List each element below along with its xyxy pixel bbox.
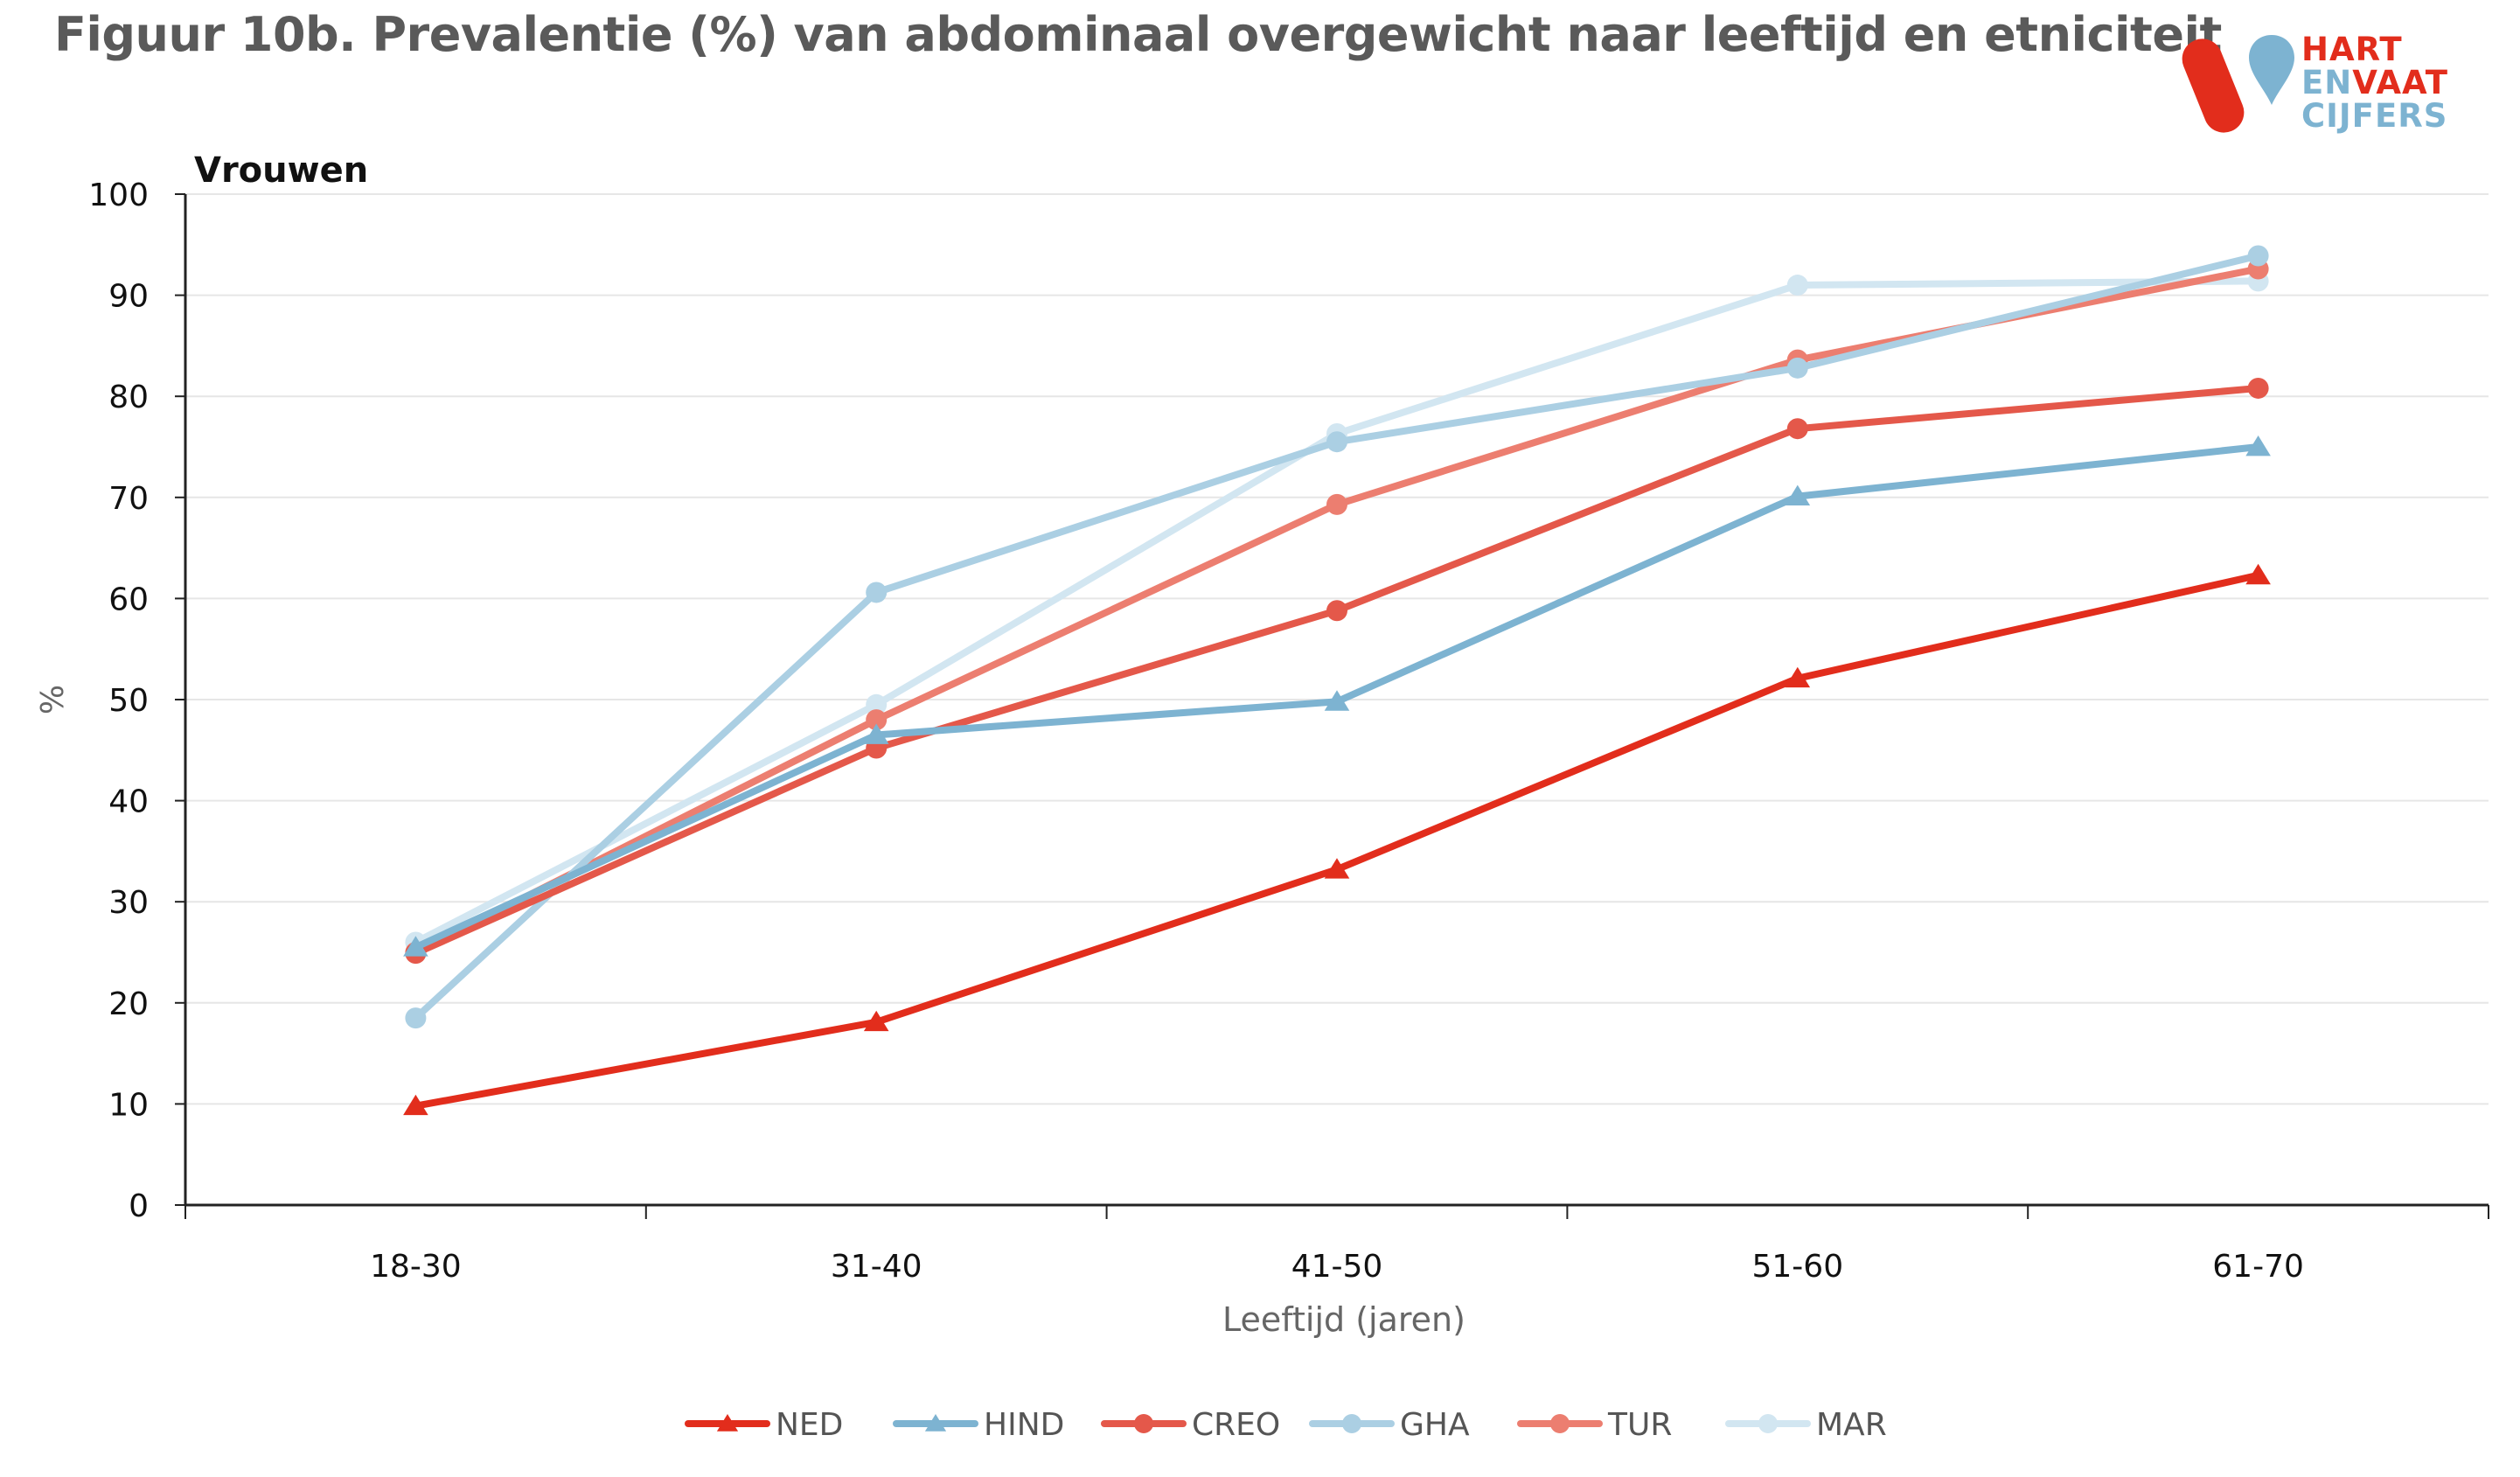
point-gha-61-70	[2247, 245, 2269, 267]
legend-item-hind: HIND	[893, 1407, 1064, 1443]
point-ned-51-60	[1785, 666, 1811, 688]
chart-title: Figuur 10b. Prevalentie (%) van abdomina…	[54, 7, 2222, 62]
point-hind-41-50	[1324, 690, 1350, 711]
point-gha-18-30	[405, 1007, 427, 1029]
chart-subtitle: Vrouwen	[194, 150, 368, 191]
grid-lines	[185, 193, 2489, 1105]
y-tick-label-100: 100	[88, 178, 149, 213]
legend-marker-mar	[1758, 1414, 1778, 1433]
point-tur-41-50	[1326, 493, 1347, 515]
series-line-ned	[412, 571, 2262, 1110]
point-tur-31-40	[866, 709, 888, 731]
point-gha-31-40	[866, 582, 888, 603]
logo-line-1: HART	[2301, 31, 2403, 68]
point-ned-18-30	[403, 1094, 428, 1116]
legend-marker-ned	[716, 1414, 739, 1432]
legend-item-creo: CREO	[1101, 1407, 1280, 1443]
logo-line-2a: EN	[2301, 64, 2353, 101]
point-ned-61-70	[2245, 563, 2271, 585]
x-axis-label: Leeftijd (jaren)	[1222, 1300, 1465, 1339]
logo-text: HART ENVAAT CIJFERS	[2301, 33, 2448, 133]
logo-icon	[2182, 35, 2294, 133]
x-tick-label-18-30: 18-30	[370, 1249, 462, 1285]
legend-item-gha: GHA	[1309, 1407, 1470, 1443]
y-tick-label-90: 90	[108, 279, 149, 315]
y-tick-label-0: 0	[129, 1188, 149, 1224]
legend-marker-creo	[1134, 1414, 1153, 1433]
y-tick-label-10: 10	[108, 1087, 149, 1123]
legend-label-mar: MAR	[1816, 1407, 1887, 1443]
legend-label-gha: GHA	[1400, 1407, 1470, 1443]
x-tick-label-31-40: 31-40	[831, 1249, 922, 1285]
legend: NED HIND CREO GHA TUR MAR	[685, 1407, 1887, 1443]
y-tick-label-50: 50	[108, 683, 149, 719]
y-axis-label: %	[35, 685, 71, 714]
series-group	[403, 245, 2271, 1116]
y-tick-label-60: 60	[108, 582, 149, 617]
point-creo-41-50	[1326, 600, 1347, 622]
x-tick-label-41-50: 41-50	[1291, 1249, 1383, 1285]
point-creo-51-60	[1786, 418, 1808, 440]
y-tick-label-20: 20	[108, 986, 149, 1022]
y-tick-label-30: 30	[108, 885, 149, 921]
x-tick-label-61-70: 61-70	[2212, 1249, 2304, 1285]
point-creo-61-70	[2247, 377, 2269, 399]
point-mar-51-60	[1786, 275, 1808, 296]
point-hind-61-70	[2245, 435, 2271, 456]
logo-line-2b: VAAT	[2352, 64, 2449, 101]
axes: 0 10 20 30 40 50 60 70 80 90 100 18-30 31-40 41-50 51-…	[88, 178, 2489, 1285]
series-hind	[403, 435, 2271, 957]
x-tick-label-51-60: 51-60	[1751, 1249, 1843, 1285]
point-ned-41-50	[1324, 858, 1350, 879]
logo-line-3: CIJFERS	[2301, 97, 2448, 135]
legend-marker-hind	[924, 1414, 947, 1432]
point-gha-51-60	[1786, 357, 1808, 379]
legend-item-ned: NED	[685, 1407, 843, 1443]
legend-label-creo: CREO	[1192, 1407, 1280, 1443]
y-tick-label-40: 40	[108, 784, 149, 820]
legend-item-mar: MAR	[1725, 1407, 1887, 1443]
legend-label-hind: HIND	[984, 1407, 1064, 1443]
legend-marker-gha	[1342, 1414, 1361, 1433]
point-mar-31-40	[866, 693, 888, 715]
legend-label-tur: TUR	[1607, 1407, 1672, 1443]
series-ned	[403, 563, 2271, 1116]
point-hind-51-60	[1785, 484, 1811, 506]
legend-marker-tur	[1550, 1414, 1570, 1433]
point-ned-31-40	[863, 1010, 889, 1032]
point-gha-41-50	[1326, 431, 1347, 453]
y-tick-label-80: 80	[108, 380, 149, 415]
point-hind-18-30	[403, 936, 428, 957]
legend-item-tur: TUR	[1517, 1407, 1672, 1443]
y-tick-label-70: 70	[108, 481, 149, 517]
legend-label-ned: NED	[776, 1407, 843, 1443]
point-hind-31-40	[863, 723, 889, 744]
series-gha	[405, 245, 2269, 1029]
